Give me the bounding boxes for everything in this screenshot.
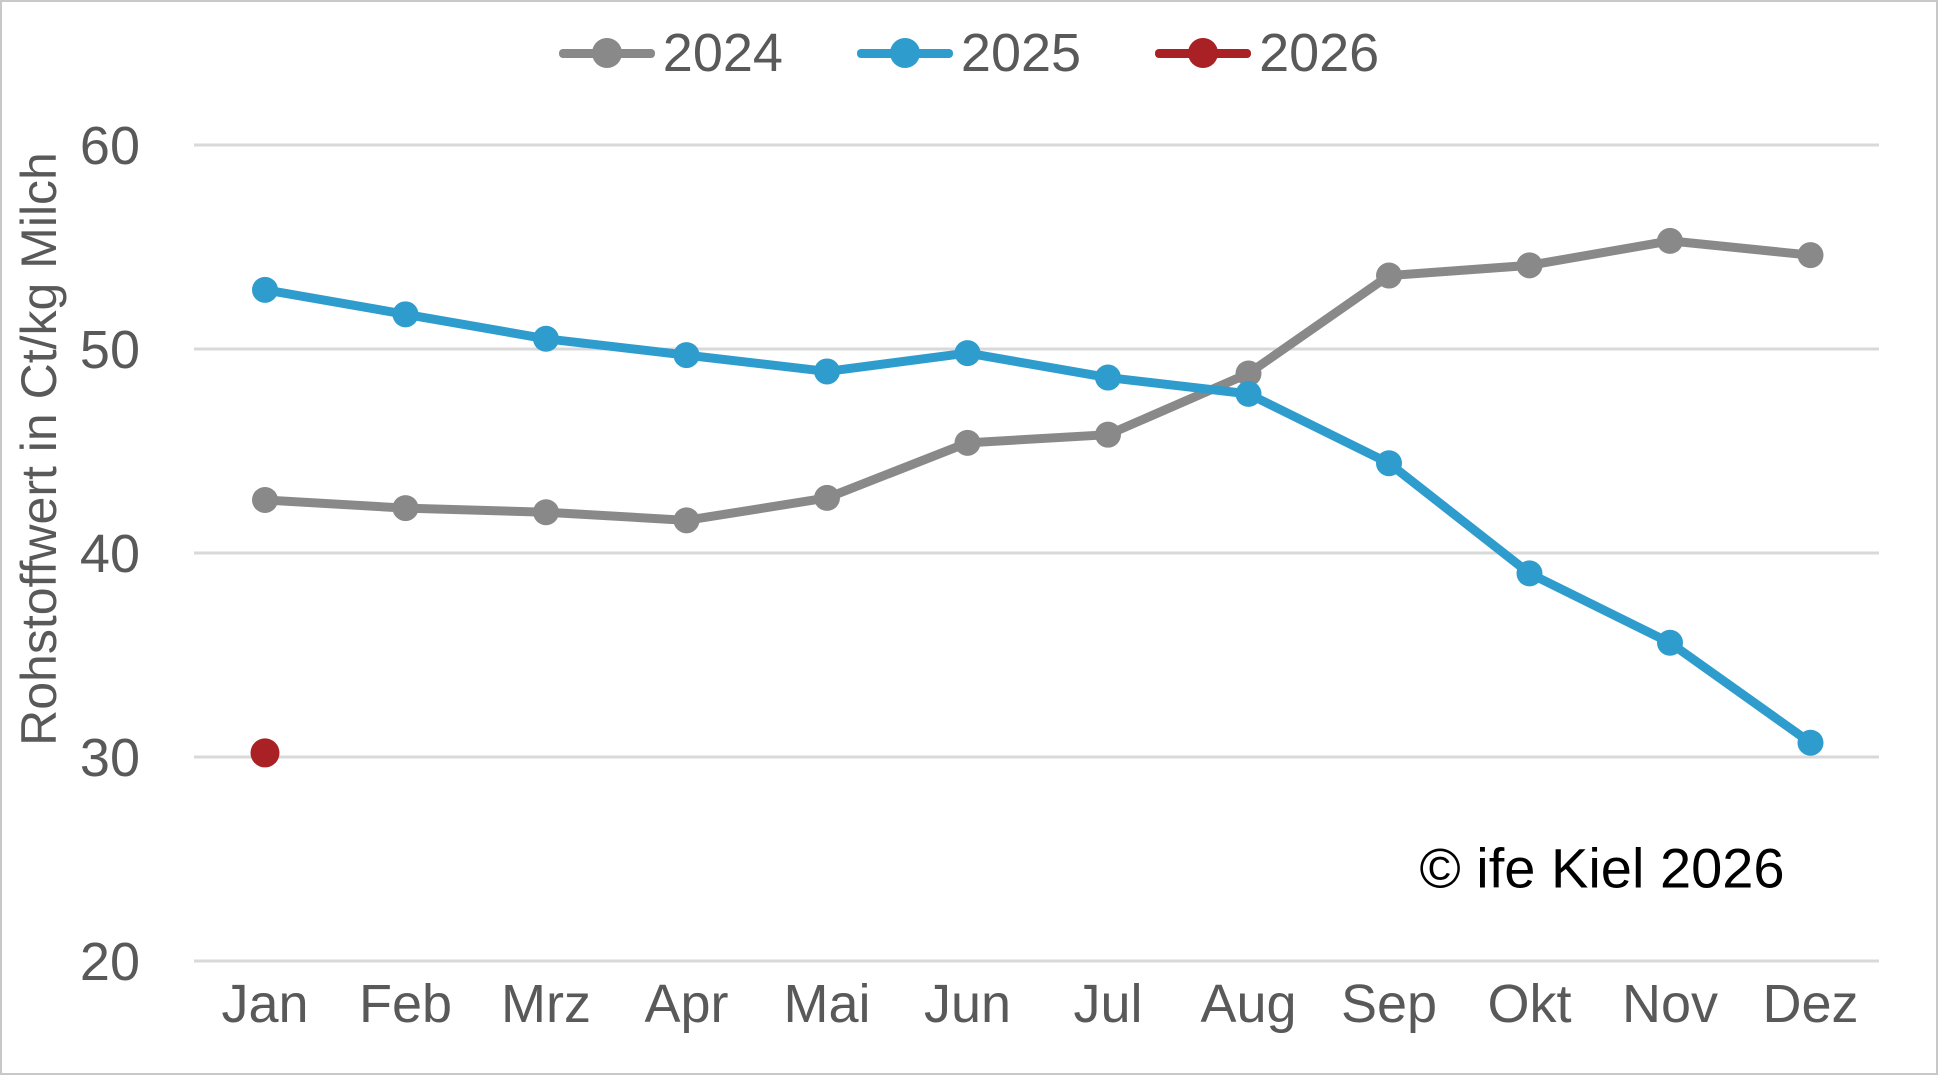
legend-label-2026: 2026 [1259,23,1380,83]
point-2026-Jan [250,738,280,768]
x-tick-label-Okt: Okt [1487,974,1571,1034]
point-2025-Jul [1095,364,1121,391]
series-line-2025 [260,285,1815,748]
point-2025-Sep [1376,450,1402,477]
point-2025-Aug [1235,380,1262,407]
point-2024-Aug [1235,360,1262,387]
x-tick-label-Jan: Jan [221,974,308,1034]
point-2025-Jun [954,340,981,367]
point-2025-Feb [392,301,419,328]
x-tick-label-Aug: Aug [1200,974,1296,1034]
y-tick-label-40: 40 [80,524,140,584]
x-tick-label-Nov: Nov [1622,974,1718,1034]
legend-dot-icon [591,38,622,68]
x-tick-label-Mai: Mai [783,974,870,1034]
x-tick-label-Jun: Jun [924,974,1011,1034]
point-2025-Mai [814,358,840,385]
legend: 2024 2025 2026 [2,26,1936,80]
legend-item-2025: 2025 [856,23,1082,83]
legend-label-2024: 2024 [662,23,783,83]
x-tick-label-Mrz: Mrz [501,974,591,1034]
legend-marker-2026 [1155,38,1252,68]
x-tick-label-Apr: Apr [644,974,728,1034]
point-2025-Jan [252,276,278,303]
legend-item-2026: 2026 [1155,26,1379,80]
y-tick-label-30: 30 [80,728,140,788]
point-2024-Nov [1657,227,1683,254]
x-tick-label-Sep: Sep [1341,974,1437,1034]
copyright-annotation: © ife Kiel 2026 [1419,836,1785,900]
point-2024-Mrz [533,499,559,526]
legend-marker-2024 [558,38,655,68]
point-2024-Apr [673,507,700,534]
point-2024-Jul [1095,421,1121,448]
point-2024-Jun [954,429,981,456]
y-tick-label-20: 20 [80,932,140,992]
y-tick-label-60: 60 [80,116,140,176]
x-tick-label-Dez: Dez [1762,974,1858,1034]
point-2025-Apr [673,342,700,369]
point-2025-Nov [1657,629,1683,656]
x-tick-label-Jul: Jul [1073,974,1142,1034]
series-line-2024 [260,236,1815,525]
point-2024-Jan [252,486,278,513]
y-tick-label-50: 50 [80,320,140,380]
legend-dot-icon [1188,38,1219,68]
point-2024-Feb [392,495,419,522]
y-axis-title: Rohstoffwert in Ct/kg Milch [11,152,67,746]
legend-dot-icon [889,38,920,68]
point-2024-Dez [1797,242,1824,269]
point-2024-Sep [1376,262,1402,289]
point-2024-Okt [1516,252,1543,279]
point-2025-Dez [1797,729,1824,756]
legend-label-2025: 2025 [960,23,1082,83]
point-2024-Mai [814,484,840,511]
legend-item-2024: 2024 [558,23,783,83]
point-2025-Okt [1516,560,1543,587]
x-tick-label-Feb: Feb [359,974,452,1034]
legend-marker-2025 [856,38,953,68]
point-2025-Mrz [533,325,559,352]
